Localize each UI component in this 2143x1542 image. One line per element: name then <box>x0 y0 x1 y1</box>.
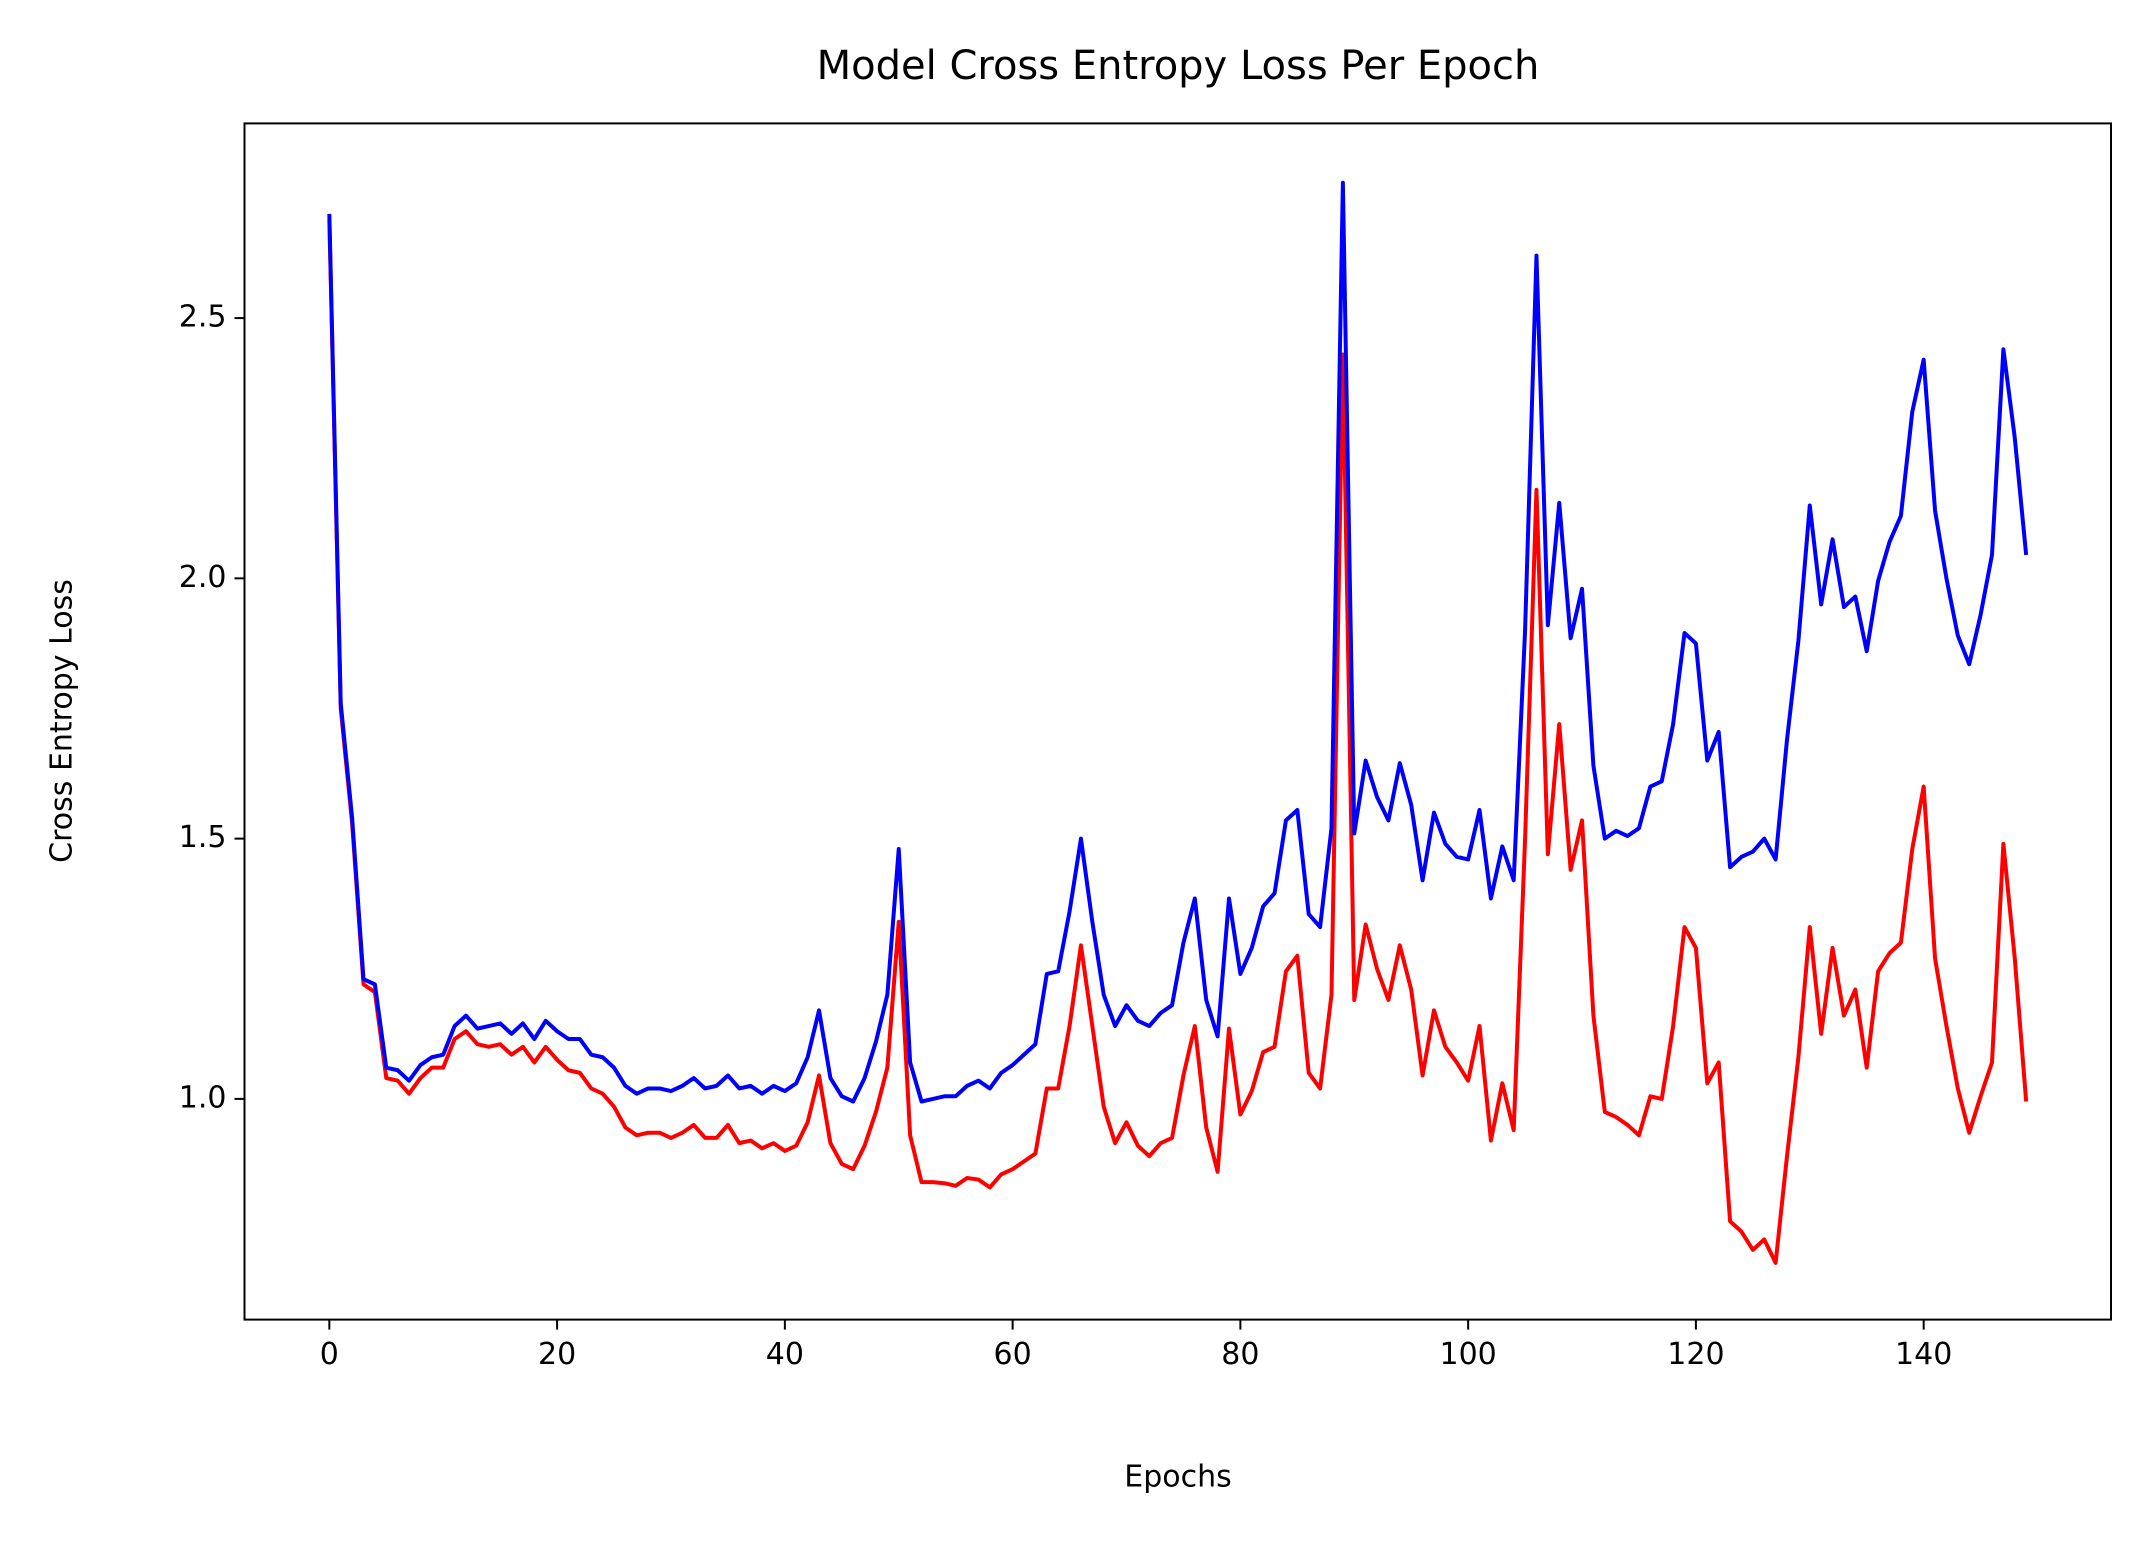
x-tick-label: 80 <box>1221 1337 1259 1372</box>
x-tick-label: 60 <box>994 1337 1032 1372</box>
x-tick-label: 100 <box>1440 1337 1497 1372</box>
series-line <box>327 219 2029 1265</box>
x-tick-label: 0 <box>320 1337 339 1372</box>
series-line <box>327 180 2029 1104</box>
y-tick-label: 1.5 <box>179 820 227 855</box>
y-tick-label: 1.0 <box>179 1080 227 1115</box>
x-tick-label: 40 <box>766 1337 804 1372</box>
x-tick-label: 20 <box>538 1337 576 1372</box>
x-tick-label: 140 <box>1895 1337 1952 1372</box>
chart-title: Model Cross Entropy Loss Per Epoch <box>817 43 1540 89</box>
x-axis-label: Epochs <box>1124 1460 1232 1495</box>
y-tick-label: 2.0 <box>179 560 227 595</box>
x-tick-label: 120 <box>1667 1337 1724 1372</box>
plot-frame <box>243 122 2112 1321</box>
y-tick-label: 2.5 <box>179 300 227 335</box>
y-axis-label: Cross Entropy Loss <box>45 579 80 863</box>
